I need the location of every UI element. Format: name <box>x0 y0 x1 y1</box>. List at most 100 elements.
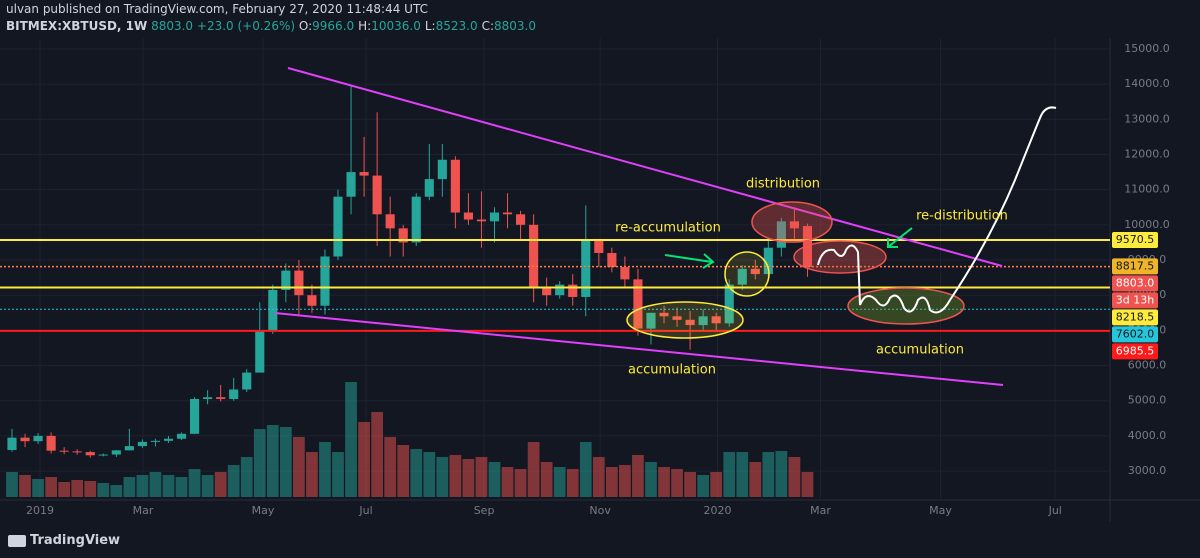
price-label-bg <box>1112 258 1158 275</box>
candle-body <box>333 196 343 257</box>
candle-body <box>46 435 56 451</box>
ohlc: O:9966.0 H:10036.0 L:8523.0 C:8803.0 <box>299 19 540 33</box>
last-price: 8803.0 <box>151 19 194 33</box>
candle-body <box>229 389 239 399</box>
volume-bar <box>384 437 397 497</box>
volume-bar <box>684 472 696 497</box>
volume-bar <box>788 457 801 497</box>
y-tick-label: 4000.0 <box>1128 429 1167 442</box>
volume-bar <box>71 480 84 497</box>
candle-body <box>489 212 500 222</box>
price-label-bg <box>1112 231 1158 248</box>
drawings: distribution re-accumulation re-distributi… <box>274 67 1057 386</box>
arrow <box>664 253 715 269</box>
candle-body <box>307 295 317 306</box>
candle-body <box>698 316 708 326</box>
volume-bar <box>19 475 31 497</box>
projection <box>817 106 1057 314</box>
volume-bar <box>475 457 488 497</box>
price-label: 6985.5 <box>1116 344 1155 357</box>
candle-body <box>437 159 447 180</box>
candle-body <box>411 196 421 243</box>
byline: ulvan published on TradingView.com, Febr… <box>6 2 428 16</box>
volume-bar <box>605 467 618 497</box>
volume-bar <box>136 475 149 497</box>
volume-bar <box>45 477 57 497</box>
x-tick-label: May <box>929 504 952 517</box>
ohlc-label: O: <box>298 19 313 33</box>
ohlc-value: 8803.0 <box>494 19 537 33</box>
volume-bar <box>514 469 527 497</box>
candle-body <box>620 267 630 280</box>
volume-bar <box>32 479 44 497</box>
candle-body <box>268 289 278 331</box>
candle-body <box>776 221 786 248</box>
candle-body <box>502 212 513 215</box>
volume-bar <box>527 442 540 497</box>
candle-body <box>203 397 213 399</box>
volume-bar <box>488 462 501 497</box>
volume-bar <box>645 462 657 497</box>
volume-bar <box>671 469 683 497</box>
candle-body <box>98 454 108 456</box>
price-label-bg <box>1112 326 1158 343</box>
candle-body <box>7 437 17 450</box>
y-tick-label: 13000.0 <box>1124 112 1170 125</box>
volume-bar <box>162 475 175 497</box>
zone <box>847 287 965 325</box>
countdown-bg <box>1112 292 1158 309</box>
volume-bar <box>97 483 110 497</box>
x-tick-label: Sep <box>474 504 495 517</box>
candle-body <box>359 172 369 176</box>
candle-body <box>685 319 695 326</box>
candle-body <box>529 224 539 289</box>
ohlc-value: 10036.0 <box>371 19 421 33</box>
candle-body <box>555 284 565 296</box>
candle-body <box>476 219 487 222</box>
grid <box>0 38 1110 500</box>
volume-bar <box>345 382 357 497</box>
candle-body <box>72 451 82 453</box>
symbol: BITMEX:XBTUSD, 1W <box>6 19 148 33</box>
x-tick-label: Jul <box>1048 504 1062 517</box>
candle-body <box>255 330 265 373</box>
volume-bar <box>697 475 710 497</box>
x-tick-label: 2019 <box>26 504 54 517</box>
volume-bar <box>423 452 436 497</box>
annotation: distribution <box>746 177 820 192</box>
volume-bar <box>58 482 71 497</box>
price-label: 8817.5 <box>1116 259 1155 272</box>
x-tick-label: Nov <box>589 504 611 517</box>
brand: TradingView <box>30 533 121 548</box>
volume-bar <box>762 452 775 497</box>
y-tick-label: 11000.0 <box>1124 183 1170 196</box>
volume-bar <box>332 452 344 497</box>
ohlc-value: 8523.0 <box>435 19 478 33</box>
candle-body <box>659 312 669 317</box>
candle-body <box>568 284 578 297</box>
candle-body <box>633 279 643 329</box>
y-tick-label: 6000.0 <box>1128 359 1167 372</box>
volume-bar <box>266 425 279 497</box>
volume-bar <box>293 437 305 497</box>
x-tick-label: Mar <box>133 504 154 517</box>
candle-body <box>750 268 760 275</box>
candle-body <box>137 441 147 447</box>
volume-bar <box>710 472 723 497</box>
byline-text: ulvan published on TradingView.com, Febr… <box>6 2 428 16</box>
volume-bar <box>775 451 788 497</box>
volume-bar <box>201 475 214 497</box>
x-tick-label: May <box>252 504 275 517</box>
ohlc-label: H: <box>358 19 372 33</box>
y-tick-label: 3000.0 <box>1128 464 1167 477</box>
volume-bar <box>149 472 162 497</box>
candle-body <box>385 214 395 229</box>
candle-body <box>320 256 330 306</box>
price-label: 8218.5 <box>1116 310 1155 323</box>
y-tick-label: 5000.0 <box>1128 394 1167 407</box>
change: +23.0 (+0.26%) <box>196 19 296 33</box>
candle-body <box>111 450 121 455</box>
volume-bar <box>632 455 644 497</box>
candle-body <box>85 452 95 456</box>
